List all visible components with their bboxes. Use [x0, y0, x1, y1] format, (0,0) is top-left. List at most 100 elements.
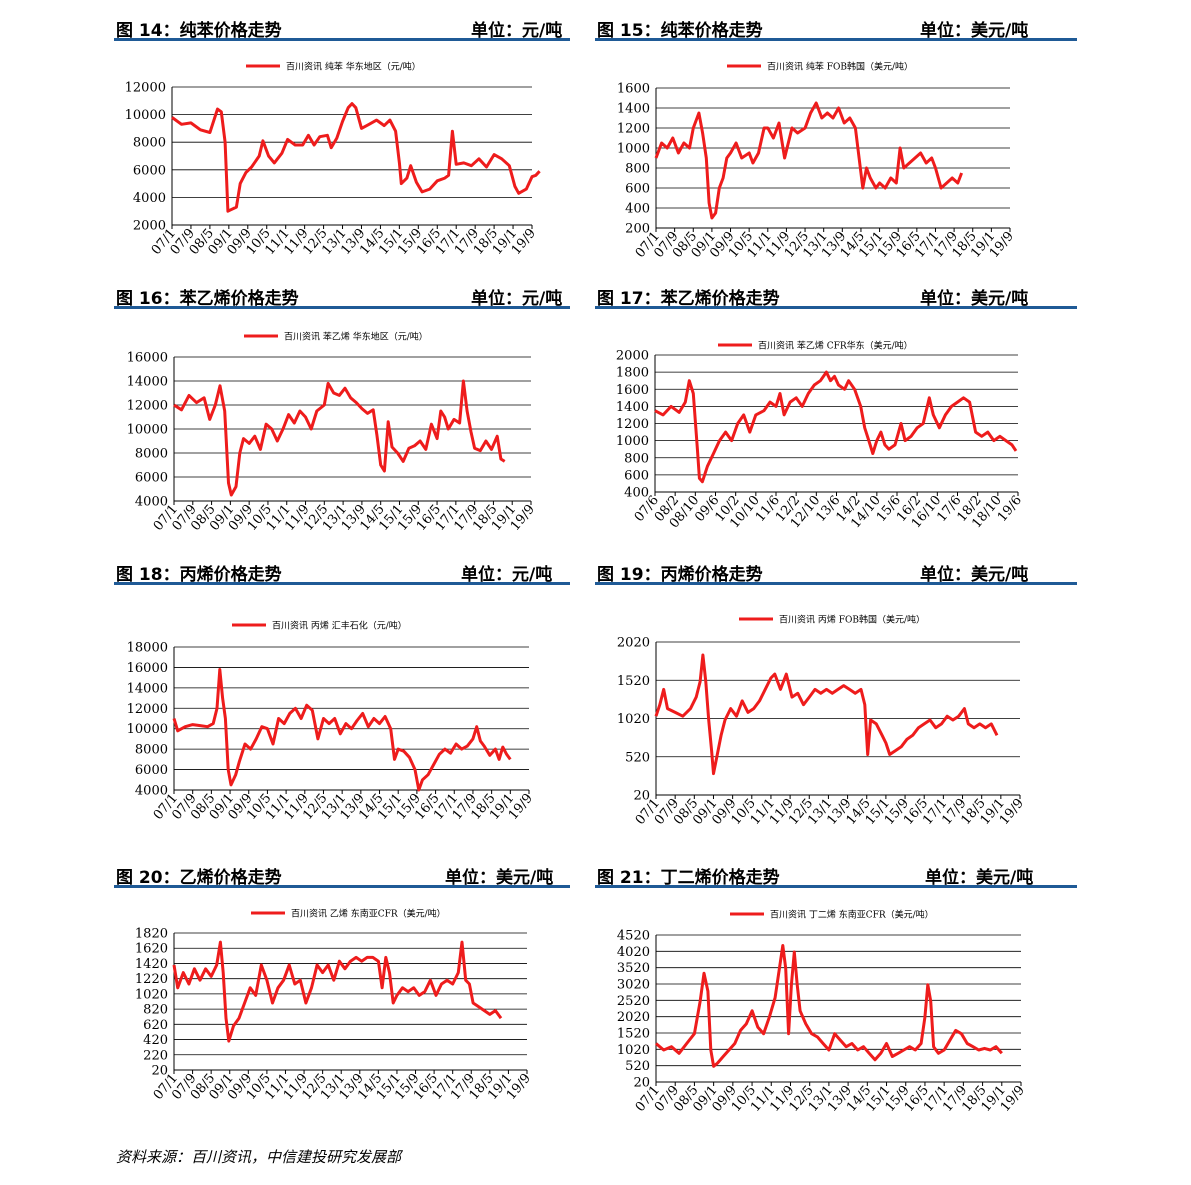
y-tick-label: 1200: [616, 417, 649, 432]
y-tick-label: 1400: [616, 400, 649, 415]
y-tick-label: 1520: [617, 674, 650, 689]
header-rule: [595, 885, 1077, 888]
figure-title: 图 20：乙烯价格走势: [116, 868, 282, 888]
y-tick-label: 14000: [127, 375, 168, 390]
series-line: [172, 668, 512, 792]
series-line: [654, 101, 964, 220]
legend: 百川资讯 苯乙烯 CFR华东（美元/吨）: [718, 340, 913, 352]
y-tick-label: 620: [143, 1018, 168, 1033]
y-tick-label: 3520: [617, 961, 650, 976]
y-tick-label: 1020: [617, 1043, 650, 1058]
y-tick-label: 2000: [616, 349, 649, 364]
y-tick-label: 1020: [617, 712, 650, 727]
unit-label: 单位：元/吨: [471, 289, 563, 309]
y-tick-label: 1020: [135, 987, 168, 1002]
figure-header: 图 17：苯乙烯价格走势 单位：美元/吨: [597, 284, 1077, 310]
y-tick-label: 4000: [135, 784, 168, 799]
y-tick-label: 6000: [135, 471, 168, 486]
y-tick-label: 10000: [125, 108, 166, 123]
figure-header: 图 16：苯乙烯价格走势 单位：元/吨: [116, 284, 568, 310]
y-tick-label: 1400: [617, 102, 650, 117]
y-tick-label: 520: [625, 750, 650, 765]
y-tick-label: 1200: [617, 122, 650, 137]
y-tick-label: 520: [625, 1059, 650, 1074]
y-tick-label: 800: [625, 162, 650, 177]
legend-label: 百川资讯 纯苯 FOB韩国（美元/吨）: [767, 61, 913, 73]
legend-label: 百川资讯 苯乙烯 华东地区（元/吨）: [284, 331, 428, 343]
legend: 百川资讯 丙烯 FOB韩国（美元/吨）: [739, 614, 925, 626]
figure-title: 图 15：纯苯价格走势: [597, 21, 763, 41]
legend-label: 百川资讯 丙烯 汇丰石化（元/吨）: [272, 620, 407, 632]
y-tick-label: 20: [633, 789, 650, 804]
figure-title: 图 21：丁二烯价格走势: [597, 868, 780, 888]
series-line: [171, 102, 541, 213]
header-rule: [595, 582, 1077, 585]
series-line: [655, 944, 1003, 1068]
y-tick-label: 12000: [127, 702, 168, 717]
legend-label: 百川资讯 纯苯 华东地区（元/吨）: [286, 61, 421, 73]
y-tick-label: 8000: [135, 447, 168, 462]
y-tick-label: 14000: [127, 681, 168, 696]
figure-header: 图 18：丙烯价格走势 单位：元/吨: [116, 560, 568, 586]
unit-label: 单位：美元/吨: [925, 868, 1034, 888]
y-tick-label: 600: [625, 182, 650, 197]
series-line: [173, 379, 506, 497]
legend-label: 百川资讯 苯乙烯 CFR华东（美元/吨）: [758, 340, 913, 352]
y-tick-label: 1420: [135, 957, 168, 972]
source-note: 资料来源：百川资讯，中信建投研究发展部: [116, 1148, 402, 1166]
unit-label: 单位：美元/吨: [445, 868, 554, 888]
y-tick-label: 1000: [616, 434, 649, 449]
unit-label: 单位：美元/吨: [920, 21, 1029, 41]
figure-header: 图 19：丙烯价格走势 单位：美元/吨: [597, 560, 1077, 586]
y-tick-label: 400: [625, 202, 650, 217]
legend: 百川资讯 苯乙烯 华东地区（元/吨）: [244, 331, 428, 343]
y-tick-label: 600: [624, 468, 649, 483]
y-tick-label: 20: [151, 1064, 168, 1079]
unit-label: 单位：美元/吨: [920, 565, 1029, 585]
unit-label: 单位：元/吨: [461, 565, 553, 585]
y-tick-label: 16000: [127, 351, 168, 366]
legend-label: 百川资讯 乙烯 东南亚CFR（美元/吨）: [291, 908, 446, 920]
y-tick-label: 220: [143, 1048, 168, 1063]
figure-header: 图 21：丁二烯价格走势 单位：美元/吨: [597, 863, 1077, 889]
y-tick-label: 1000: [617, 142, 650, 157]
y-tick-label: 16000: [127, 661, 168, 676]
figure-header: 图 15：纯苯价格走势 单位：美元/吨: [597, 16, 1077, 42]
y-tick-label: 4520: [617, 929, 650, 944]
y-tick-label: 12000: [127, 399, 168, 414]
y-tick-label: 800: [624, 451, 649, 466]
y-tick-label: 4020: [617, 945, 650, 960]
y-tick-label: 2020: [617, 636, 650, 651]
unit-label: 单位：美元/吨: [920, 289, 1029, 309]
y-tick-label: 6000: [135, 763, 168, 778]
y-tick-label: 6000: [133, 163, 166, 178]
header-rule: [114, 582, 570, 585]
unit-label: 单位：元/吨: [471, 21, 563, 41]
y-tick-label: 400: [624, 486, 649, 501]
y-tick-label: 1800: [616, 366, 649, 381]
y-tick-label: 8000: [135, 743, 168, 758]
y-tick-label: 4000: [135, 495, 168, 510]
figure-title: 图 17：苯乙烯价格走势: [597, 289, 780, 309]
header-rule: [595, 306, 1077, 309]
y-tick-label: 10000: [127, 722, 168, 737]
y-tick-label: 1820: [135, 927, 168, 942]
y-tick-label: 200: [625, 222, 650, 237]
series-line: [654, 370, 1018, 484]
figure-header: 图 20：乙烯价格走势 单位：美元/吨: [116, 863, 568, 889]
header-rule: [114, 885, 570, 888]
y-tick-label: 18000: [127, 641, 168, 656]
figure-title: 图 14：纯苯价格走势: [116, 21, 282, 41]
y-tick-label: 1220: [135, 972, 168, 987]
header-rule: [114, 38, 570, 41]
y-tick-label: 1520: [617, 1027, 650, 1042]
y-tick-label: 10000: [127, 423, 168, 438]
figure-title: 图 16：苯乙烯价格走势: [116, 289, 299, 309]
